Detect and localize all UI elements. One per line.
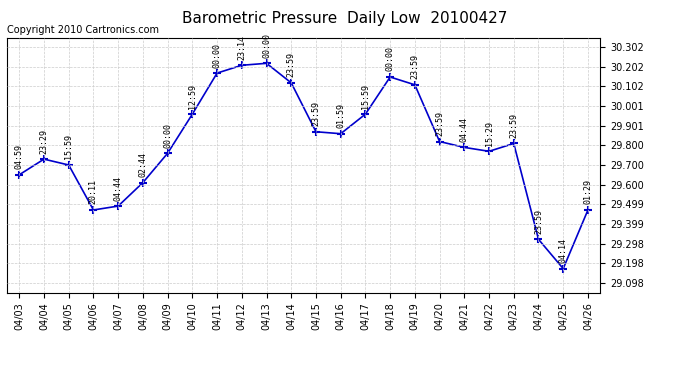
Text: 04:59: 04:59 bbox=[14, 144, 23, 169]
Text: 04:14: 04:14 bbox=[559, 238, 568, 263]
Text: 23:59: 23:59 bbox=[287, 53, 296, 77]
Text: 00:00: 00:00 bbox=[262, 33, 271, 58]
Text: 23:59: 23:59 bbox=[509, 113, 518, 138]
Text: 23:59: 23:59 bbox=[311, 101, 320, 126]
Text: 04:44: 04:44 bbox=[114, 176, 123, 201]
Text: 23:59: 23:59 bbox=[534, 209, 543, 234]
Text: 23:29: 23:29 bbox=[39, 129, 48, 154]
Text: 20:11: 20:11 bbox=[89, 179, 98, 204]
Text: 23:14: 23:14 bbox=[237, 35, 246, 60]
Text: Barometric Pressure  Daily Low  20100427: Barometric Pressure Daily Low 20100427 bbox=[182, 11, 508, 26]
Text: 12:59: 12:59 bbox=[188, 84, 197, 109]
Text: 01:29: 01:29 bbox=[584, 179, 593, 204]
Text: 04:44: 04:44 bbox=[460, 117, 469, 142]
Text: 23:59: 23:59 bbox=[435, 111, 444, 136]
Text: 00:00: 00:00 bbox=[163, 123, 172, 148]
Text: 15:59: 15:59 bbox=[361, 84, 370, 109]
Text: 01:59: 01:59 bbox=[336, 103, 345, 128]
Text: 00:00: 00:00 bbox=[213, 42, 221, 68]
Text: 00:00: 00:00 bbox=[386, 46, 395, 72]
Text: 15:29: 15:29 bbox=[484, 121, 493, 146]
Text: Copyright 2010 Cartronics.com: Copyright 2010 Cartronics.com bbox=[7, 25, 159, 35]
Text: 15:59: 15:59 bbox=[64, 135, 73, 159]
Text: 23:59: 23:59 bbox=[411, 54, 420, 79]
Text: 02:44: 02:44 bbox=[139, 152, 148, 177]
